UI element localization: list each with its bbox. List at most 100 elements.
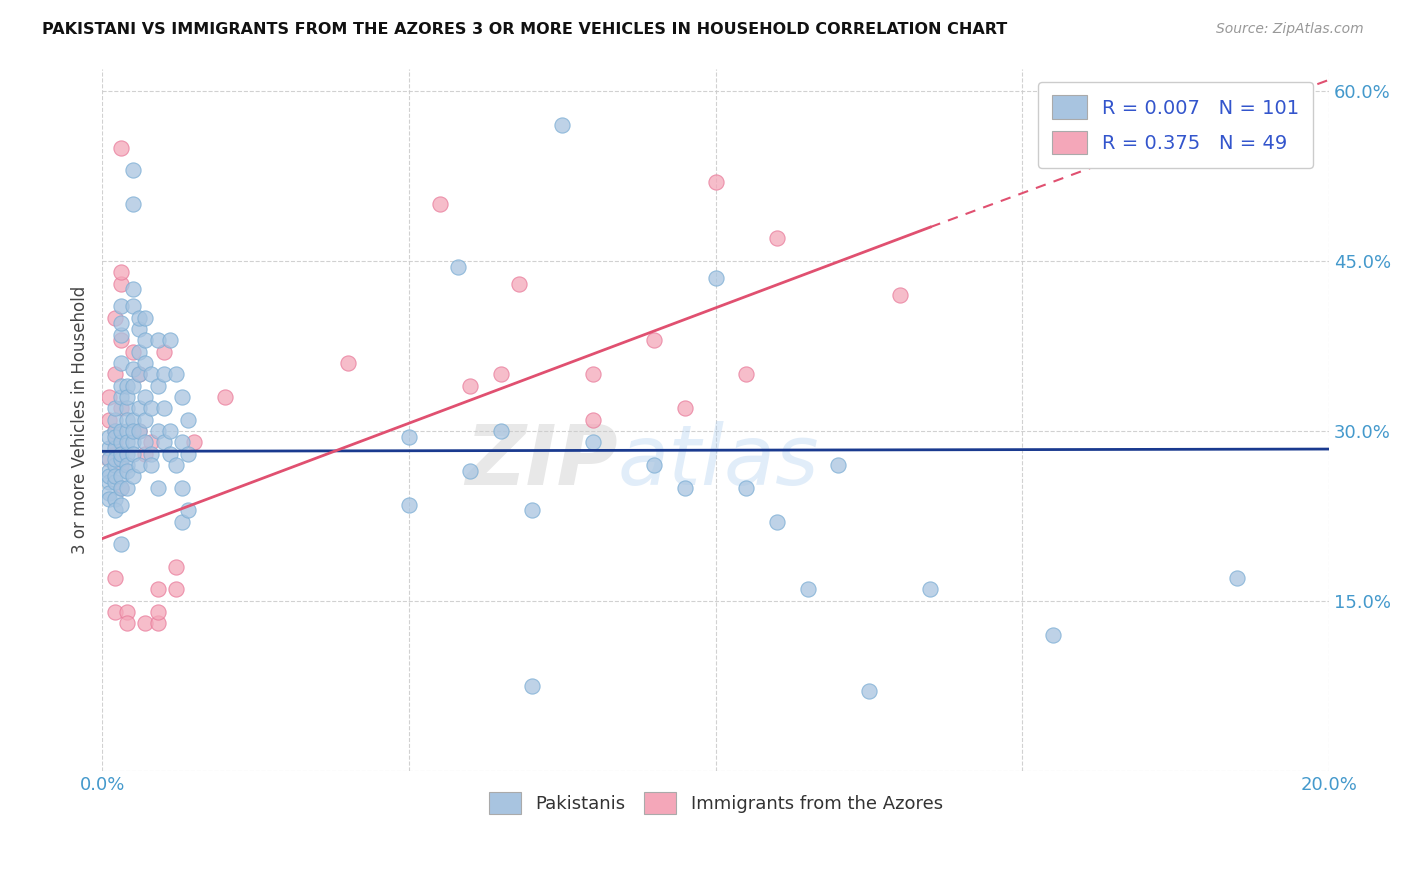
Point	[172, 515, 194, 529]
Point	[128, 424, 150, 438]
Point	[159, 424, 181, 438]
Point	[766, 515, 789, 529]
Point	[858, 684, 880, 698]
Point	[152, 401, 174, 416]
Point	[122, 435, 145, 450]
Point	[146, 481, 169, 495]
Point	[134, 356, 156, 370]
Point	[97, 452, 120, 467]
Point	[460, 378, 482, 392]
Point	[115, 390, 138, 404]
Point	[134, 412, 156, 426]
Point	[110, 299, 132, 313]
Point	[97, 390, 120, 404]
Point	[141, 435, 163, 450]
Point	[104, 424, 127, 438]
Point	[97, 452, 120, 467]
Point	[128, 401, 150, 416]
Point	[110, 141, 132, 155]
Point	[104, 401, 127, 416]
Point	[146, 424, 169, 438]
Point	[97, 469, 120, 483]
Point	[582, 412, 605, 426]
Point	[165, 458, 187, 472]
Point	[104, 469, 127, 483]
Text: ZIP: ZIP	[465, 421, 617, 502]
Point	[177, 503, 200, 517]
Point	[177, 447, 200, 461]
Point	[128, 344, 150, 359]
Point	[122, 344, 145, 359]
Y-axis label: 3 or more Vehicles in Household: 3 or more Vehicles in Household	[72, 285, 89, 554]
Point	[766, 231, 789, 245]
Point	[110, 265, 132, 279]
Point	[122, 299, 145, 313]
Point	[115, 378, 138, 392]
Point	[110, 327, 132, 342]
Point	[704, 175, 727, 189]
Point	[152, 344, 174, 359]
Point	[128, 458, 150, 472]
Point	[122, 378, 145, 392]
Point	[104, 447, 127, 461]
Point	[97, 412, 120, 426]
Point	[97, 429, 120, 443]
Point	[122, 197, 145, 211]
Point	[104, 412, 127, 426]
Point	[796, 582, 818, 597]
Point	[104, 491, 127, 506]
Point	[128, 322, 150, 336]
Point	[122, 163, 145, 178]
Point	[152, 435, 174, 450]
Point	[97, 486, 120, 500]
Point	[115, 412, 138, 426]
Point	[110, 334, 132, 348]
Point	[177, 412, 200, 426]
Point	[159, 334, 181, 348]
Point	[115, 481, 138, 495]
Point	[827, 458, 849, 472]
Point	[104, 605, 127, 619]
Point	[110, 435, 132, 450]
Point	[183, 435, 205, 450]
Point	[110, 424, 132, 438]
Point	[115, 424, 138, 438]
Point	[128, 368, 150, 382]
Point	[115, 605, 138, 619]
Point	[134, 616, 156, 631]
Point	[460, 464, 482, 478]
Point	[141, 447, 163, 461]
Point	[165, 368, 187, 382]
Point	[128, 310, 150, 325]
Point	[128, 368, 150, 382]
Point	[920, 582, 942, 597]
Point	[110, 316, 132, 330]
Legend: Pakistanis, Immigrants from the Azores: Pakistanis, Immigrants from the Azores	[478, 781, 953, 825]
Point	[146, 582, 169, 597]
Point	[551, 118, 574, 132]
Point	[429, 197, 451, 211]
Point	[643, 458, 665, 472]
Point	[115, 464, 138, 478]
Point	[110, 452, 132, 467]
Point	[520, 503, 543, 517]
Point	[134, 334, 156, 348]
Point	[134, 435, 156, 450]
Point	[97, 475, 120, 489]
Point	[735, 481, 758, 495]
Point	[889, 288, 911, 302]
Text: PAKISTANI VS IMMIGRANTS FROM THE AZORES 3 OR MORE VEHICLES IN HOUSEHOLD CORRELAT: PAKISTANI VS IMMIGRANTS FROM THE AZORES …	[42, 22, 1008, 37]
Point	[110, 498, 132, 512]
Point	[336, 356, 359, 370]
Point	[97, 441, 120, 455]
Point	[110, 537, 132, 551]
Text: atlas: atlas	[617, 421, 820, 502]
Point	[582, 435, 605, 450]
Point	[141, 401, 163, 416]
Point	[104, 441, 127, 455]
Point	[110, 401, 132, 416]
Point	[110, 458, 132, 472]
Point	[104, 503, 127, 517]
Point	[134, 310, 156, 325]
Point	[110, 481, 132, 495]
